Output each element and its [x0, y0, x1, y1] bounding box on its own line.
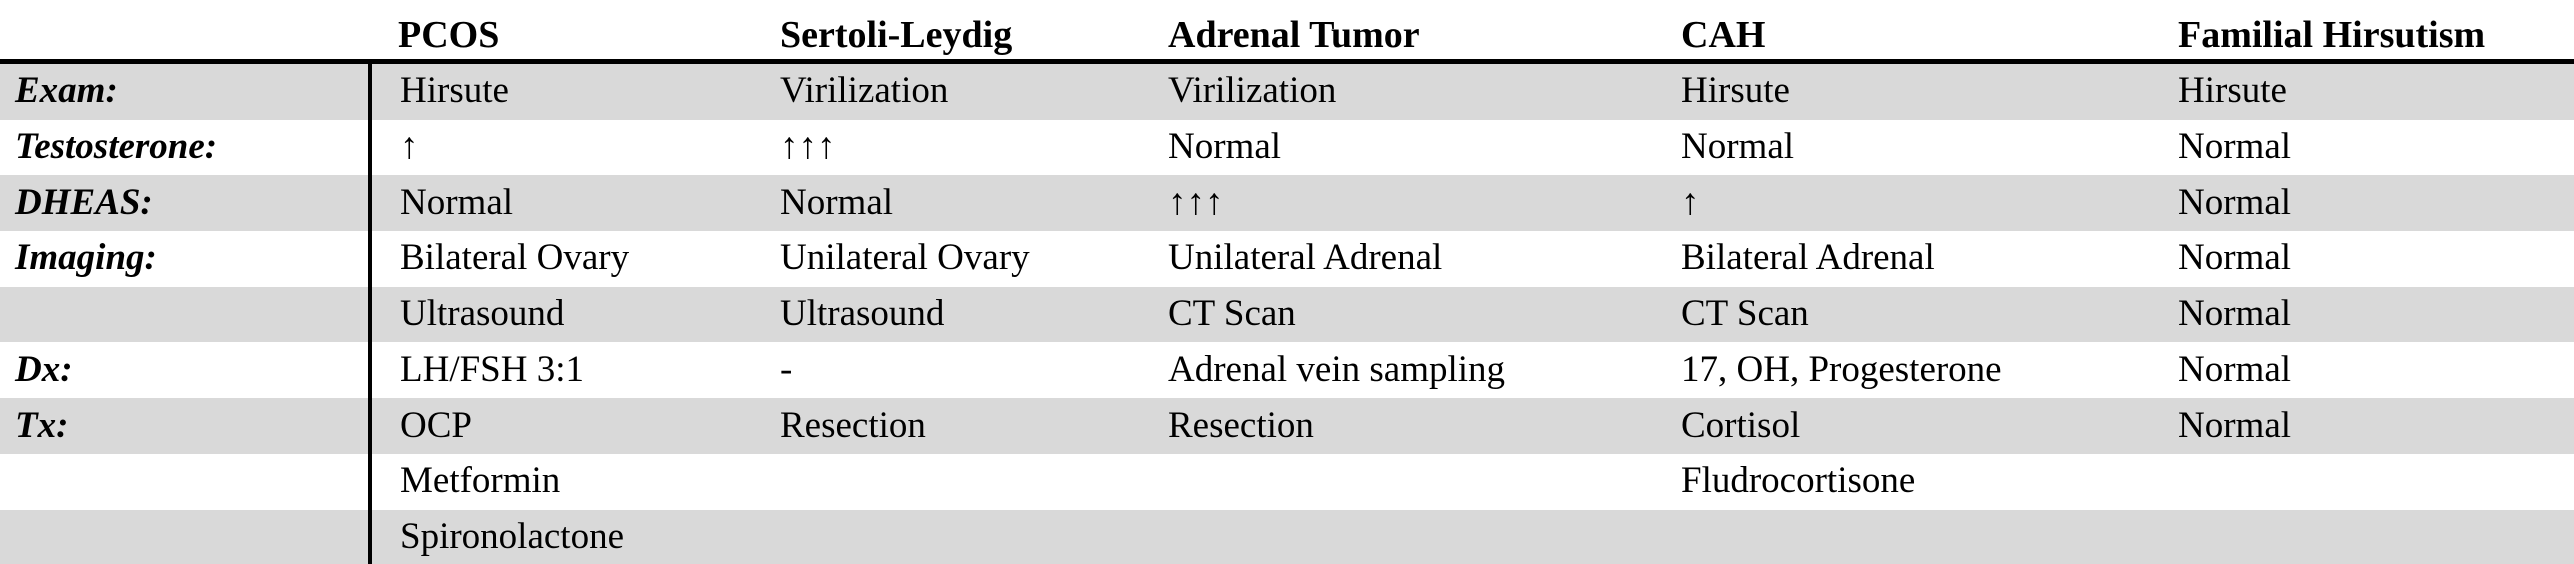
- table-cell: Hirsute: [370, 61, 752, 120]
- row-label-cell: [0, 453, 372, 510]
- table-cell: Normal: [2150, 286, 2574, 343]
- table-header-row: PCOS Sertoli-Leydig Adrenal Tumor CAH Fa…: [0, 0, 2574, 64]
- table-cell: [1140, 509, 1653, 564]
- row-label-cell: Tx:: [0, 398, 372, 454]
- row-label-cell: Imaging:: [0, 231, 372, 287]
- row-label-cell: [0, 286, 372, 343]
- table-cell: Normal: [752, 175, 1140, 232]
- table-row: Exam: Hirsute Virilization Virilization Hirs…: [0, 61, 2574, 120]
- header-cell-rowlabels: [0, 0, 370, 64]
- table-cell: ↑: [1653, 175, 2150, 232]
- row-label-cell: [0, 509, 372, 564]
- table-cell: Normal: [1653, 119, 2150, 176]
- table-row: Dx: LH/FSH 3:1- Adrenal vein sampling 17, O…: [0, 342, 2574, 399]
- header-cell-pcos: PCOS: [370, 0, 752, 64]
- table-row: Metformin Fludrocortisone: [0, 453, 2574, 510]
- table-cell: Normal: [370, 175, 752, 232]
- table-cell: Bilateral Ovary: [370, 231, 752, 287]
- table-cell: Normal: [2150, 231, 2574, 287]
- table-cell: Cortisol: [1653, 398, 2150, 454]
- table-cell: Normal: [2150, 119, 2574, 176]
- table-cell: Normal: [2150, 398, 2574, 454]
- table-cell: Normal: [2150, 175, 2574, 232]
- table-row: Ultrasound Ultrasound CT Scan CT Scan Normal: [0, 286, 2574, 343]
- row-label-cell: Dx:: [0, 342, 372, 399]
- table-cell: [2150, 453, 2574, 510]
- header-cell-adrenal-tumor: Adrenal Tumor: [1140, 0, 1653, 64]
- header-cell-cah: CAH: [1653, 0, 2150, 64]
- table-cell: ↑↑↑: [1140, 175, 1653, 232]
- row-label-cell: DHEAS:: [0, 175, 372, 232]
- table-row: Tx: OCP Resection Resection Cortisol Normal: [0, 398, 2574, 454]
- table-cell: [1140, 453, 1653, 510]
- table-cell: Ultrasound: [752, 286, 1140, 343]
- table-cell: Unilateral Adrenal: [1140, 231, 1653, 287]
- table-cell: [2150, 509, 2574, 564]
- table-cell: Ultrasound: [370, 286, 752, 343]
- table-row: Testosterone: ↑ ↑↑↑ Normal Normal Normal: [0, 119, 2574, 176]
- table-cell: Resection: [1140, 398, 1653, 454]
- table-cell: 17, OH, Progesterone: [1653, 342, 2150, 399]
- table-cell: ↑↑↑: [752, 119, 1140, 176]
- table-cell: Virilization: [752, 61, 1140, 120]
- table-cell: [752, 509, 1140, 564]
- table-cell: Fludrocortisone: [1653, 453, 2150, 510]
- table-cell: CT Scan: [1653, 286, 2150, 343]
- header-cell-sertoli-leydig: Sertoli-Leydig: [752, 0, 1140, 64]
- table-cell: Normal: [2150, 342, 2574, 399]
- table-cell: [752, 453, 1140, 510]
- table-cell: Hirsute: [2150, 61, 2574, 120]
- table-cell: Hirsute: [1653, 61, 2150, 120]
- table-cell: CT Scan: [1140, 286, 1653, 343]
- table-cell: Bilateral Adrenal: [1653, 231, 2150, 287]
- table-cell: Spironolactone: [370, 509, 752, 564]
- table-cell: Normal: [1140, 119, 1653, 176]
- table-cell: ↑: [370, 119, 752, 176]
- table-cell: Adrenal vein sampling: [1140, 342, 1653, 399]
- table-cell: Resection: [752, 398, 1140, 454]
- table-cell: OCP: [370, 398, 752, 454]
- table-row: DHEAS: Normal Normal ↑↑↑ ↑ Normal: [0, 175, 2574, 232]
- table-cell: [1653, 509, 2150, 564]
- table-cell: Metformin: [370, 453, 752, 510]
- table-cell: Unilateral Ovary: [752, 231, 1140, 287]
- table-body: Exam: Hirsute Virilization Virilization Hirs…: [0, 61, 2574, 564]
- row-label-cell: Testosterone:: [0, 119, 372, 176]
- table-cell: -: [752, 342, 1140, 399]
- table-cell: LH/FSH 3:1: [370, 342, 752, 399]
- table-cell: Virilization: [1140, 61, 1653, 120]
- header-cell-familial-hirsutism: Familial Hirsutism: [2150, 0, 2574, 64]
- table-row: Spironolactone: [0, 509, 2574, 564]
- row-label-cell: Exam:: [0, 61, 372, 120]
- table-row: Imaging: Bilateral Ovary Unilateral Ovary U…: [0, 231, 2574, 287]
